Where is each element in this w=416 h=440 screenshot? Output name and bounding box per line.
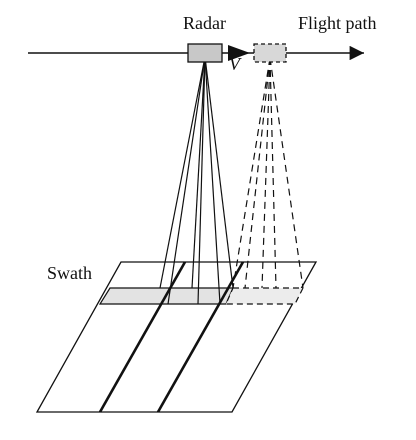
velocity-arrow bbox=[228, 45, 250, 61]
swath-label: Swath bbox=[47, 263, 92, 283]
ground-track-2 bbox=[156, 261, 245, 413]
flight-path-label: Flight path bbox=[298, 13, 377, 33]
ground-surface bbox=[35, 261, 318, 413]
swath-strip-future bbox=[225, 287, 304, 305]
ground-track-1 bbox=[98, 261, 187, 413]
radar-box-future bbox=[253, 43, 287, 63]
radar-label: Radar bbox=[183, 13, 226, 33]
radar-beam-future bbox=[232, 57, 304, 289]
velocity-label: V bbox=[229, 54, 240, 74]
radar-box bbox=[187, 43, 223, 63]
radar-beam bbox=[159, 56, 234, 305]
